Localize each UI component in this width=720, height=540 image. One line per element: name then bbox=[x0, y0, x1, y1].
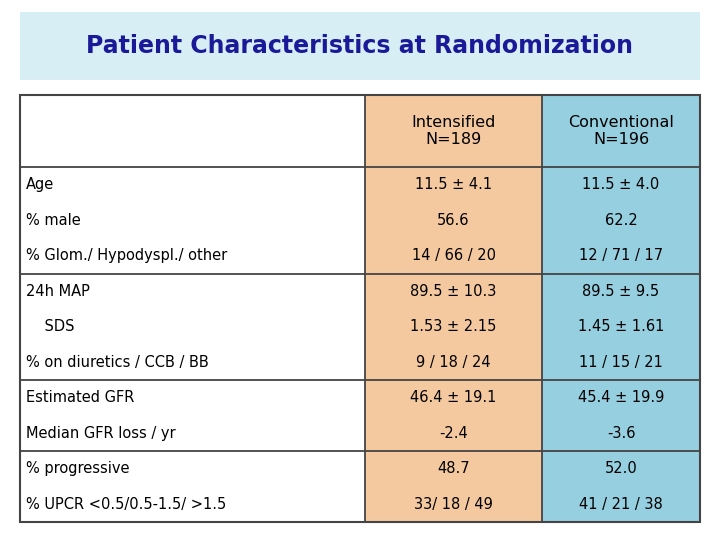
Text: 1.53 ± 2.15: 1.53 ± 2.15 bbox=[410, 319, 497, 334]
Text: 11.5 ± 4.1: 11.5 ± 4.1 bbox=[415, 177, 492, 192]
Text: 62.2: 62.2 bbox=[605, 213, 637, 228]
Text: Age: Age bbox=[26, 177, 54, 192]
Text: 89.5 ± 9.5: 89.5 ± 9.5 bbox=[582, 284, 660, 299]
Text: Estimated GFR: Estimated GFR bbox=[26, 390, 135, 405]
Bar bbox=[365, 345, 542, 380]
Text: 41 / 21 / 38: 41 / 21 / 38 bbox=[579, 497, 663, 512]
Bar bbox=[20, 273, 365, 309]
Bar bbox=[20, 415, 365, 451]
Bar bbox=[542, 238, 700, 273]
Bar bbox=[365, 309, 542, 345]
Bar bbox=[365, 167, 542, 202]
Text: 14 / 66 / 20: 14 / 66 / 20 bbox=[412, 248, 495, 263]
Bar bbox=[20, 309, 365, 345]
Bar bbox=[365, 95, 542, 167]
Text: Median GFR loss / yr: Median GFR loss / yr bbox=[26, 426, 176, 441]
Bar bbox=[365, 238, 542, 273]
Text: -3.6: -3.6 bbox=[607, 426, 635, 441]
Text: 11.5 ± 4.0: 11.5 ± 4.0 bbox=[582, 177, 660, 192]
Bar bbox=[542, 309, 700, 345]
Text: 9 / 18 / 24: 9 / 18 / 24 bbox=[416, 355, 491, 370]
Text: % on diuretics / CCB / BB: % on diuretics / CCB / BB bbox=[26, 355, 209, 370]
Text: 52.0: 52.0 bbox=[605, 461, 637, 476]
Bar bbox=[20, 202, 365, 238]
Bar bbox=[542, 451, 700, 487]
Bar bbox=[365, 487, 542, 522]
Bar bbox=[20, 167, 365, 202]
Bar bbox=[365, 202, 542, 238]
Bar bbox=[542, 345, 700, 380]
Bar bbox=[20, 95, 365, 167]
Text: 24h MAP: 24h MAP bbox=[26, 284, 90, 299]
Text: % Glom./ Hypodyspl./ other: % Glom./ Hypodyspl./ other bbox=[26, 248, 228, 263]
Text: % progressive: % progressive bbox=[26, 461, 130, 476]
Bar bbox=[542, 95, 700, 167]
Text: 12 / 71 / 17: 12 / 71 / 17 bbox=[579, 248, 663, 263]
Bar bbox=[542, 167, 700, 202]
Bar bbox=[20, 487, 365, 522]
Text: 45.4 ± 19.9: 45.4 ± 19.9 bbox=[578, 390, 664, 405]
Bar bbox=[365, 273, 542, 309]
Text: 1.45 ± 1.61: 1.45 ± 1.61 bbox=[578, 319, 664, 334]
Bar bbox=[542, 202, 700, 238]
Text: SDS: SDS bbox=[26, 319, 74, 334]
Bar bbox=[542, 415, 700, 451]
Text: Intensified
N=189: Intensified N=189 bbox=[411, 115, 495, 147]
Bar bbox=[542, 487, 700, 522]
Bar bbox=[542, 380, 700, 415]
Text: 33/ 18 / 49: 33/ 18 / 49 bbox=[414, 497, 493, 512]
Bar bbox=[20, 451, 365, 487]
Bar bbox=[20, 238, 365, 273]
Text: Patient Characteristics at Randomization: Patient Characteristics at Randomization bbox=[86, 34, 634, 58]
Bar bbox=[542, 273, 700, 309]
Bar bbox=[365, 415, 542, 451]
Text: Conventional
N=196: Conventional N=196 bbox=[568, 115, 674, 147]
Text: 48.7: 48.7 bbox=[437, 461, 470, 476]
Bar bbox=[365, 380, 542, 415]
Text: 11 / 15 / 21: 11 / 15 / 21 bbox=[579, 355, 663, 370]
Bar bbox=[20, 345, 365, 380]
Text: % UPCR <0.5/0.5-1.5/ >1.5: % UPCR <0.5/0.5-1.5/ >1.5 bbox=[26, 497, 226, 512]
Bar bbox=[20, 95, 700, 522]
Bar bbox=[365, 451, 542, 487]
Text: -2.4: -2.4 bbox=[439, 426, 468, 441]
Bar bbox=[20, 12, 700, 80]
Text: 89.5 ± 10.3: 89.5 ± 10.3 bbox=[410, 284, 497, 299]
Text: 46.4 ± 19.1: 46.4 ± 19.1 bbox=[410, 390, 497, 405]
Bar bbox=[20, 380, 365, 415]
Text: 56.6: 56.6 bbox=[437, 213, 469, 228]
Text: % male: % male bbox=[26, 213, 81, 228]
